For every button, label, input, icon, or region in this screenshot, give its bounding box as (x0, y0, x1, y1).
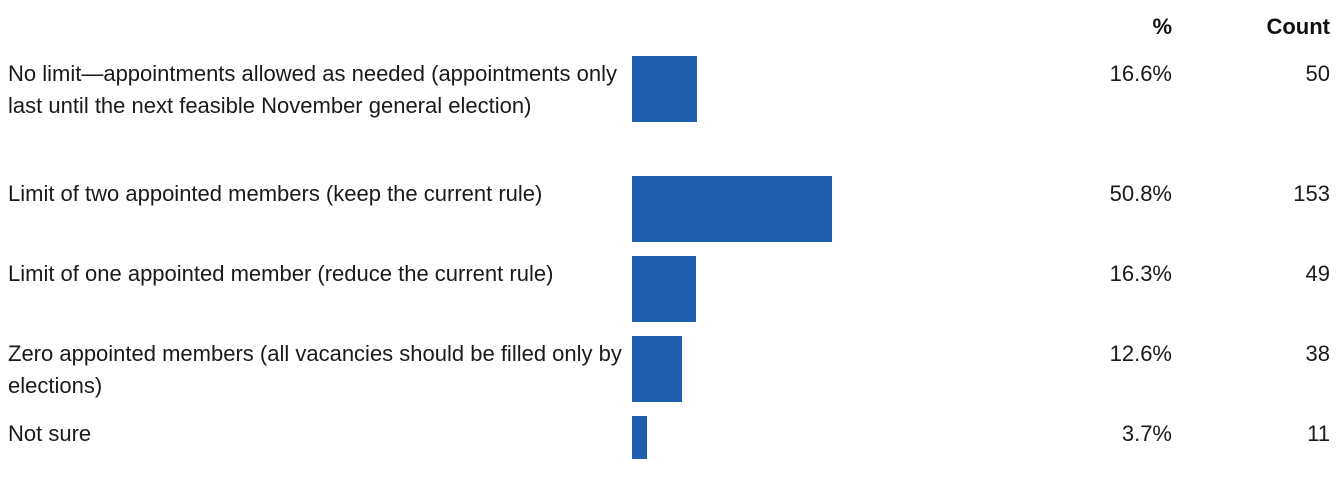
count-value: 11 (1307, 421, 1330, 446)
percent-value: 16.6% (1109, 61, 1172, 86)
count-value: 49 (1305, 261, 1330, 286)
header-percent: % (1152, 14, 1172, 39)
bar (632, 336, 682, 402)
percent-value: 12.6% (1109, 341, 1172, 366)
category-label: Limit of two appointed members (keep the… (8, 181, 543, 206)
bar (632, 56, 697, 122)
category-label: Not sure (8, 421, 92, 446)
chart-row: Zero appointed members (all vacancies sh… (0, 336, 1337, 416)
category-label: Limit of one appointed member (reduce th… (8, 261, 554, 286)
header-count: Count (1266, 14, 1330, 39)
count-value: 38 (1305, 341, 1330, 366)
chart-row: No limit—appointments allowed as needed … (0, 56, 1337, 176)
bar (632, 256, 696, 322)
percent-value: 50.8% (1109, 181, 1172, 206)
category-label: Zero appointed members (all vacancies sh… (8, 341, 622, 398)
category-label: No limit—appointments allowed as needed … (8, 61, 618, 118)
count-value: 153 (1293, 181, 1330, 206)
percent-value: 3.7% (1121, 421, 1172, 446)
bar (632, 176, 832, 242)
chart-row: Not sure 3.7% 11 (0, 416, 1337, 487)
chart-row: Limit of one appointed member (reduce th… (0, 256, 1337, 336)
count-value: 50 (1305, 61, 1330, 86)
bar (632, 416, 647, 459)
percent-value: 16.3% (1109, 261, 1172, 286)
chart-row: Limit of two appointed members (keep the… (0, 176, 1337, 256)
